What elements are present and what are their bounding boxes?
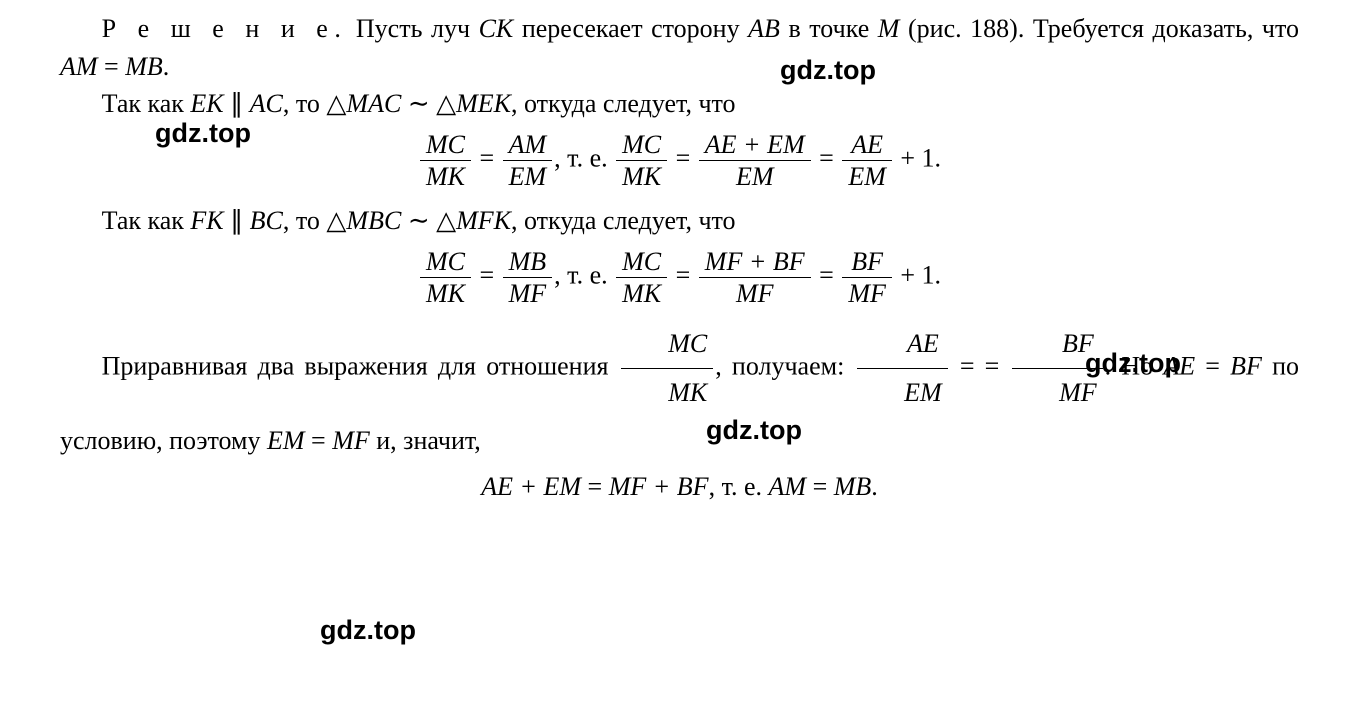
p4-t5: и, значит, (370, 426, 481, 455)
p1-t4: (рис. 188). Требуется доказать, что (899, 14, 1299, 43)
eq-2a: = (479, 261, 500, 290)
frac-bf-mf: BFMF (842, 246, 892, 309)
tri-3: △ (326, 206, 346, 235)
plus1-2: + 1. (894, 261, 941, 290)
tri-4: △ (436, 206, 456, 235)
frac-mc-mk-4: MCMK (616, 246, 667, 309)
p2-t3: , откуда следует, что (511, 89, 736, 118)
var-m: M (878, 14, 900, 43)
p3-t1: Так как (102, 206, 191, 235)
eq-5a: = (588, 472, 609, 501)
var-am-2: AM (769, 472, 807, 501)
var-mb-2: MB (834, 472, 872, 501)
te-2: , т. е. (554, 261, 614, 290)
watermark: gdz.top (780, 55, 876, 86)
p3-t2: , то (283, 206, 327, 235)
eq-4a: = (950, 351, 985, 380)
p4-t1: Приравнивая два выражения для отношения (102, 351, 619, 380)
tri-2: △ (436, 89, 456, 118)
paragraph-4: Приравнивая два выражения для отношения … (60, 320, 1299, 465)
var-mek: MEK (456, 89, 511, 118)
eq-1c: = (819, 144, 840, 173)
frac-mfbf-mf: MF + BFMF (699, 246, 811, 309)
frac-mb-mf: MBMF (503, 246, 553, 309)
sim-2: ∼ (401, 206, 436, 235)
watermark: gdz.top (320, 615, 416, 646)
var-ac: AC (250, 89, 283, 118)
p1-t3: в точке (780, 14, 878, 43)
p1-t2: пересекает сторону (513, 14, 748, 43)
eq-2b: = (676, 261, 697, 290)
equation-3: AE + EM = MF + BF, т. е. AM = MB. (60, 471, 1299, 502)
paragraph-1: Р е ш е н и е. Пусть луч CK пересекает с… (60, 10, 1299, 85)
frac-aeem-em: AE + EMEM (699, 129, 811, 192)
p2-t1: Так как (102, 89, 191, 118)
p4-t2: , получаем: (715, 351, 854, 380)
var-ab: AB (748, 14, 780, 43)
var-mbc: MBC (346, 206, 401, 235)
var-fk: FK (190, 206, 223, 235)
parallel-1: ∥ (224, 89, 250, 118)
equation-2: MCMK = MBMF, т. е. MCMK = MF + BFMF = BF… (60, 246, 1299, 309)
eq-1b: = (676, 144, 697, 173)
watermark: gdz.top (706, 415, 802, 446)
solution-label: Р е ш е н и е. (102, 14, 348, 43)
p3-t3: , откуда следует, что (511, 206, 736, 235)
p1-t1: Пусть луч (347, 14, 478, 43)
watermark: gdz.top (1085, 348, 1181, 379)
period-1: . (163, 52, 170, 81)
te-1: , т. е. (554, 144, 614, 173)
paragraph-3: Так как FK ∥ BC, то △MBC ∼ △MFK, откуда … (60, 202, 1299, 240)
frac-mc-mk-2: MCMK (616, 129, 667, 192)
frac-ae-em: AEEM (842, 129, 892, 192)
var-ck: CK (479, 14, 514, 43)
eq-5b: = (813, 472, 834, 501)
var-bf-2: BF (1230, 351, 1262, 380)
final-rhs: MF + BF (609, 472, 709, 501)
tri-1: △ (326, 89, 346, 118)
eq-sign-1: = (98, 52, 126, 81)
final-lhs: AE + EM (481, 472, 581, 501)
eq-1a: = (479, 144, 500, 173)
eq-4c: = (305, 426, 333, 455)
plus1-1: + 1. (894, 144, 941, 173)
frac-mc-mk-3: MCMK (420, 246, 471, 309)
var-bc: BC (250, 206, 283, 235)
var-mac: MAC (346, 89, 401, 118)
sim-1: ∼ (401, 89, 436, 118)
frac-ae-em-2: AEEM (857, 320, 948, 417)
frac-mc-mk-1: MCMK (420, 129, 471, 192)
watermark: gdz.top (155, 118, 251, 149)
var-ek: EK (190, 89, 223, 118)
var-am: AM (60, 52, 98, 81)
frac-am-em: AMEM (503, 129, 553, 192)
frac-mc-mk-5: MCMK (621, 320, 714, 417)
te-3: , т. е. (709, 472, 769, 501)
eq-4b: = (1195, 351, 1230, 380)
period-2: . (871, 472, 878, 501)
var-em-2: EM (267, 426, 305, 455)
var-mfk: MFK (456, 206, 511, 235)
var-mb: MB (125, 52, 163, 81)
parallel-2: ∥ (224, 206, 250, 235)
var-mf-2: MF (332, 426, 370, 455)
p2-t2: , то (283, 89, 327, 118)
eq-2c: = (819, 261, 840, 290)
